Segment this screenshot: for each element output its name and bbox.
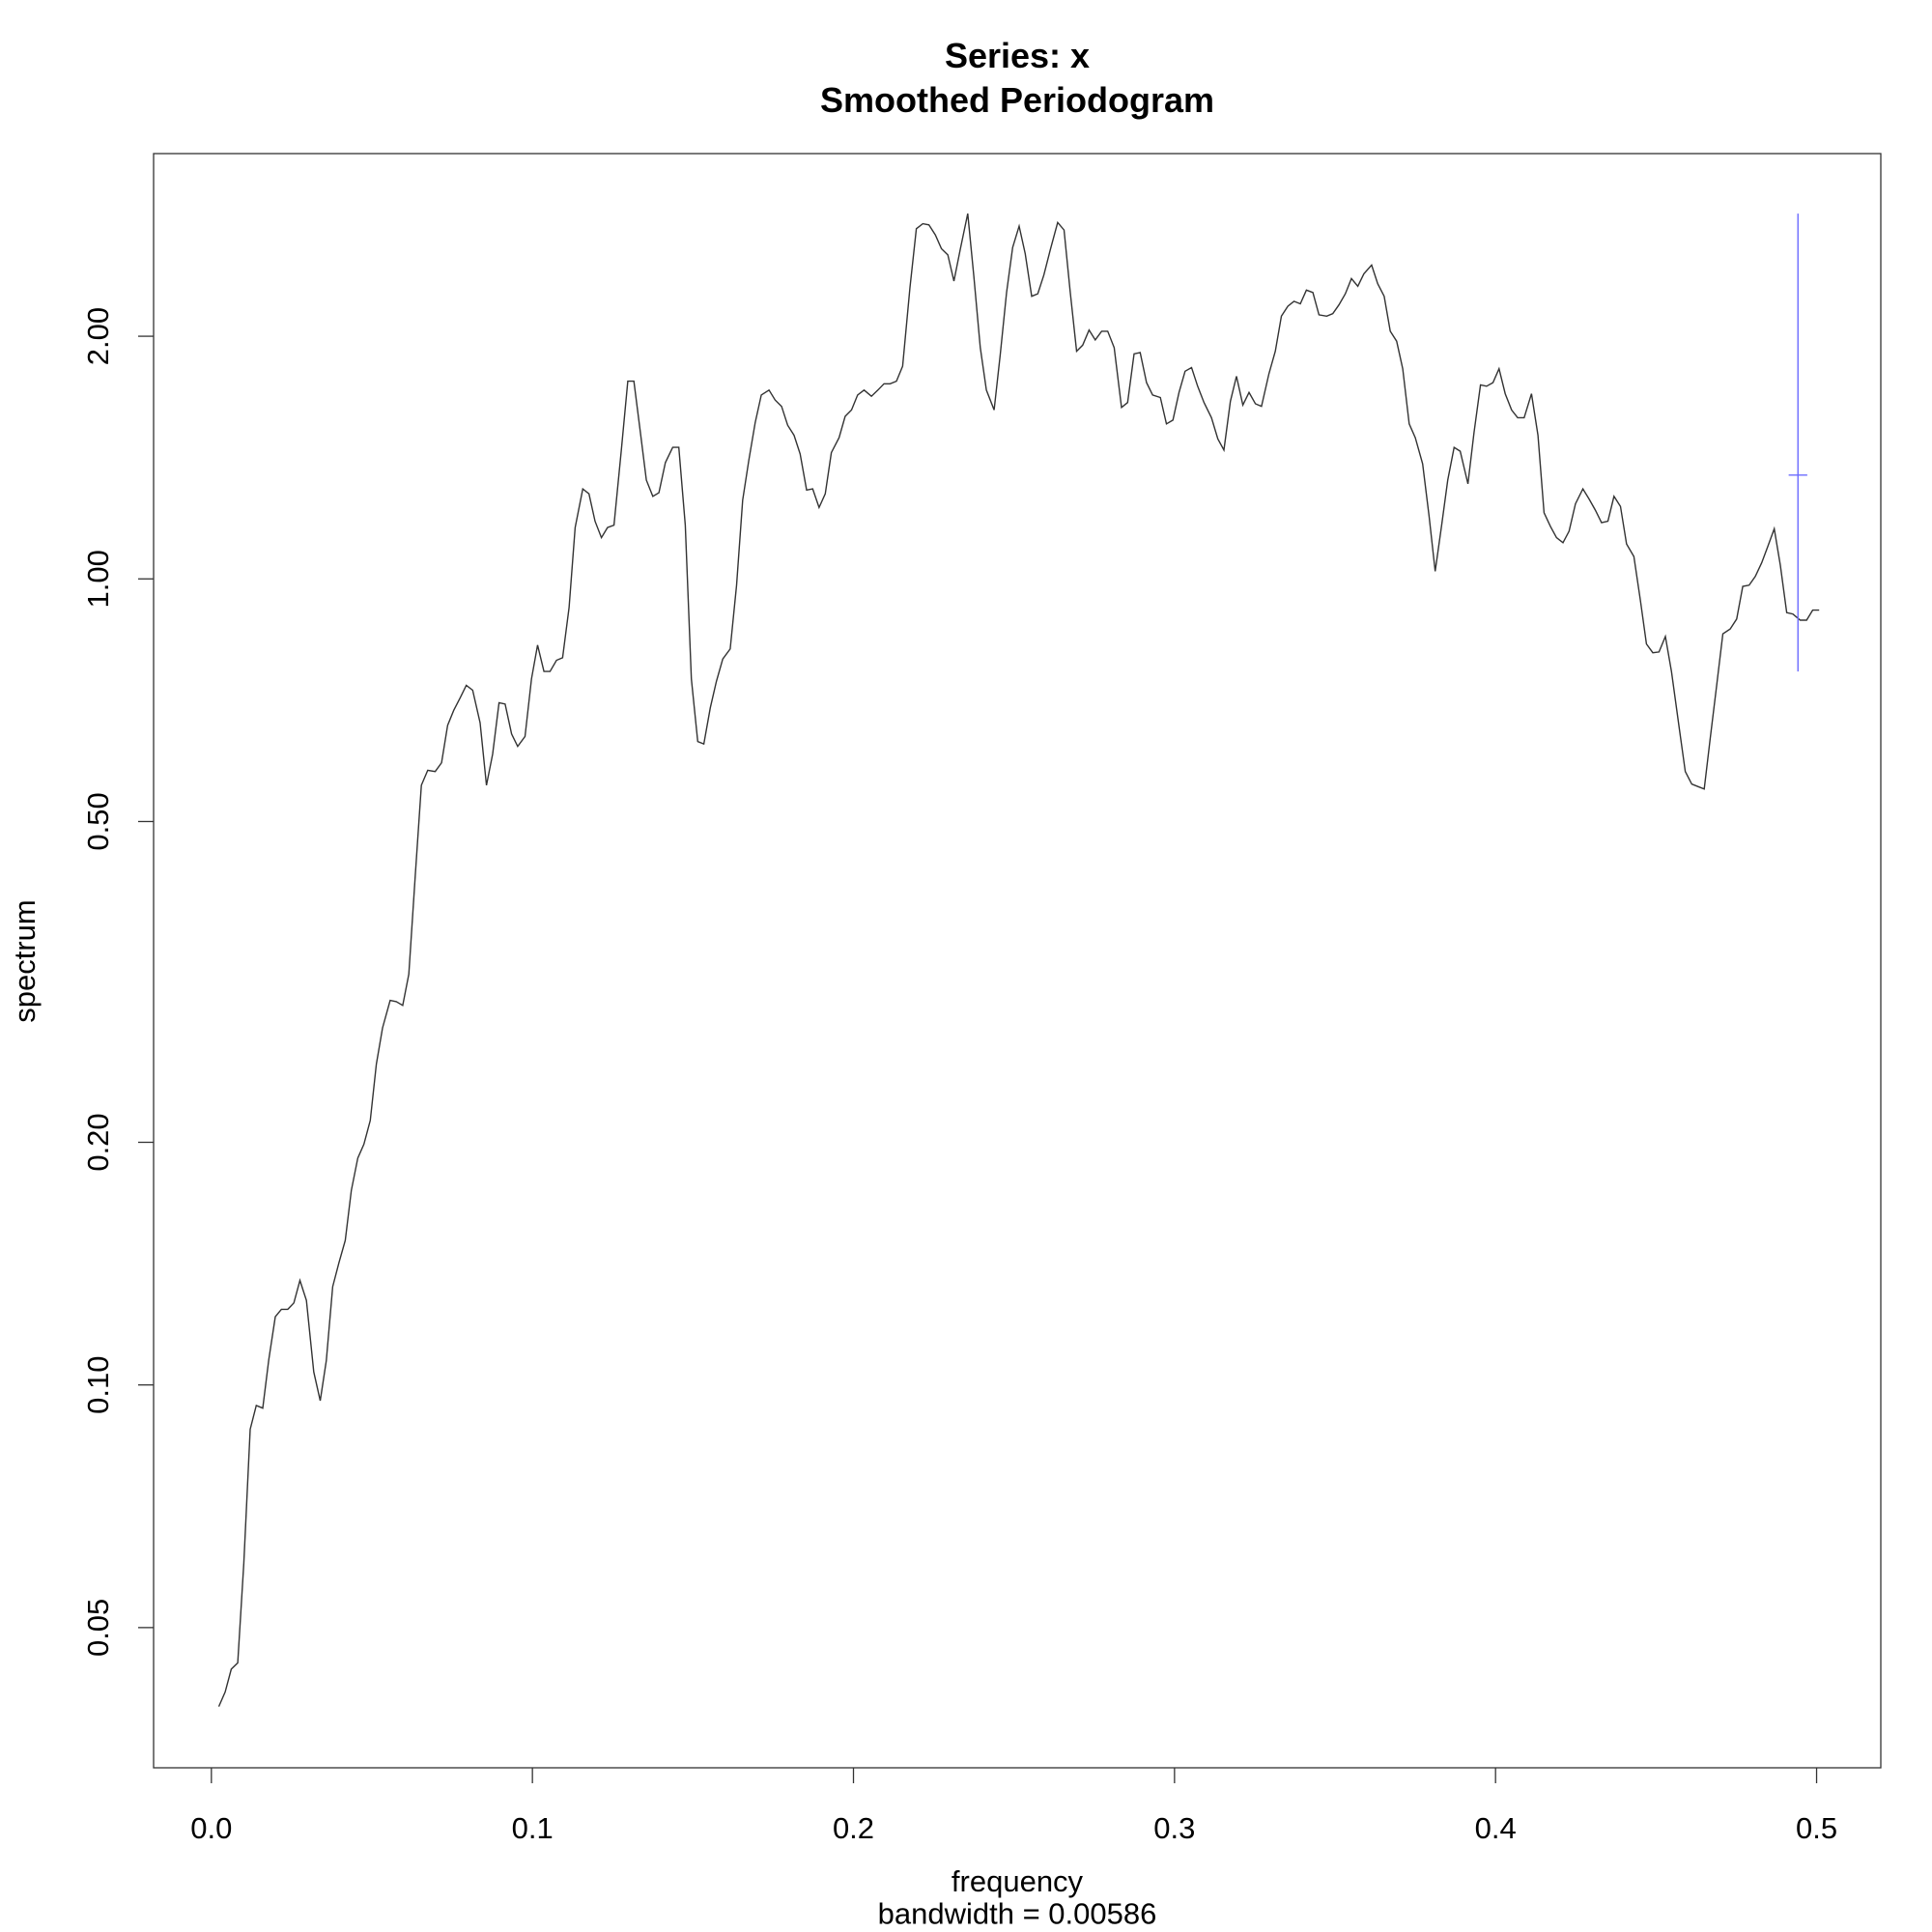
spectrum-line	[217, 213, 1820, 1707]
y-tick-label: 2.00	[81, 307, 115, 365]
x-axis-note: bandwidth = 0.00586	[878, 1896, 1157, 1930]
y-tick-label: 0.20	[81, 1113, 115, 1171]
y-tick-label: 0.05	[81, 1599, 115, 1657]
chart-subtitle: Smoothed Periodogram	[820, 80, 1214, 120]
x-axis-label: frequency	[952, 1864, 1084, 1898]
x-tick-label: 0.0	[190, 1811, 232, 1845]
plot-frame	[153, 153, 1882, 1769]
x-tick-label: 0.4	[1475, 1811, 1517, 1845]
x-tick-label: 0.5	[1796, 1811, 1837, 1845]
y-axis-label: spectrum	[8, 899, 42, 1022]
chart-title: Series: x	[945, 36, 1090, 75]
x-tick-label: 0.2	[833, 1811, 874, 1845]
y-tick-label: 1.00	[81, 550, 115, 608]
x-tick-label: 0.3	[1153, 1811, 1195, 1845]
y-tick-label: 0.50	[81, 792, 115, 850]
y-tick-label: 0.10	[81, 1356, 115, 1414]
x-tick-label: 0.1	[512, 1811, 554, 1845]
